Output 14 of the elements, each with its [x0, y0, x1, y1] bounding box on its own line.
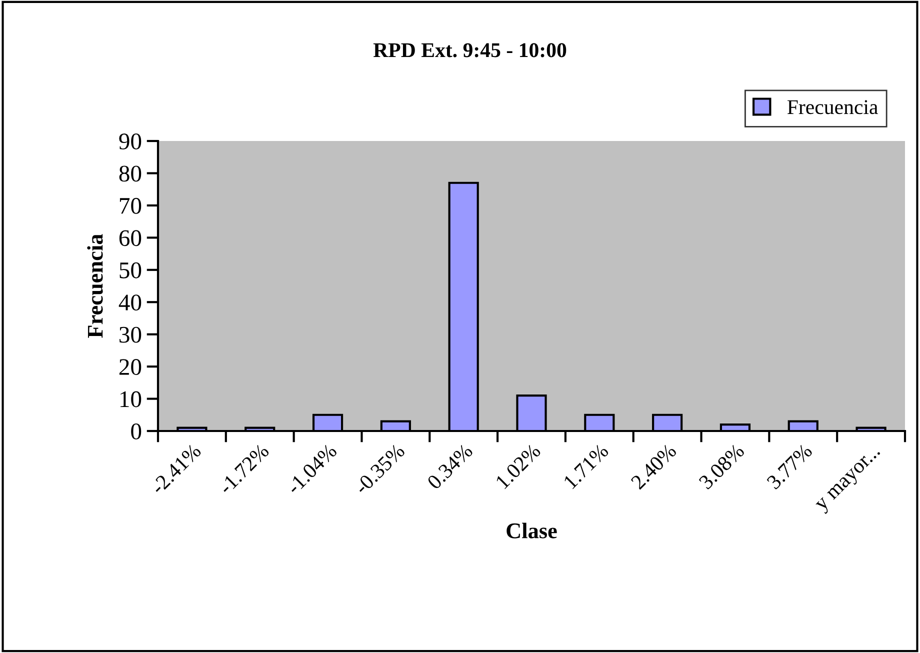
- y-tick-label: 30: [120, 326, 142, 343]
- y-tick-label: 20: [119, 359, 142, 375]
- chart-title: RPD Ext. 9:45 - 10:00: [373, 43, 566, 58]
- y-tick-label: 70: [120, 198, 142, 214]
- y-tick-label: 10: [120, 391, 142, 408]
- x-axis-title: Clase: [506, 522, 557, 538]
- y-tick-label: 80: [119, 166, 142, 182]
- legend-label: Frecuencia: [787, 100, 878, 114]
- y-tick-label: 40: [118, 294, 142, 311]
- y-tick-label: 90: [119, 133, 142, 150]
- y-axis-title: Frecuencia: [87, 234, 103, 338]
- y-tick-label: 60: [119, 230, 142, 246]
- y-tick-label: 0: [131, 423, 142, 440]
- y-tick-label: 50: [120, 262, 142, 278]
